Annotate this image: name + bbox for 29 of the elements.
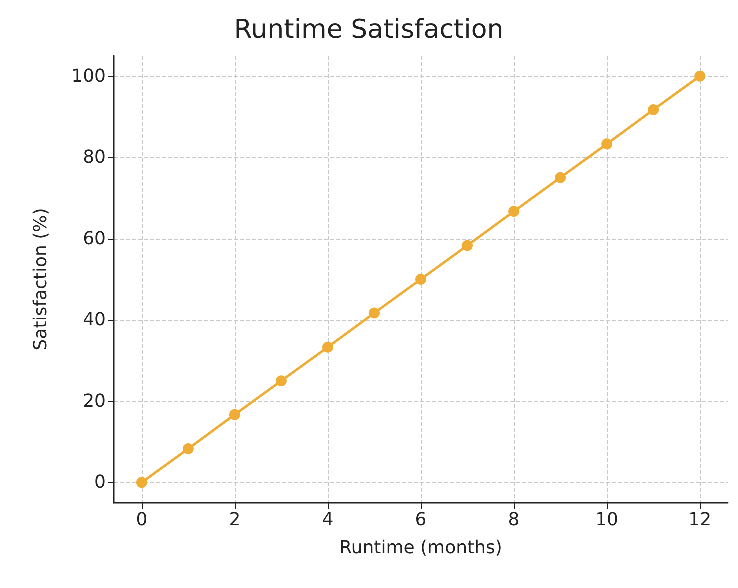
x-tick-label: 12 <box>688 510 712 530</box>
y-tick-label: 80 <box>83 147 106 168</box>
point <box>368 308 380 319</box>
y-tick-label: 100 <box>72 66 106 87</box>
point <box>322 342 334 353</box>
point <box>648 104 660 116</box>
point <box>416 274 426 285</box>
point <box>276 376 287 387</box>
point <box>694 70 706 82</box>
point <box>555 172 566 184</box>
point <box>602 138 613 150</box>
chart-title: Runtime Satisfaction <box>234 15 504 45</box>
x-tick-label: 10 <box>596 510 619 530</box>
y-axis-title: Satisfaction (%) <box>30 208 52 351</box>
x-axis-title: Runtime (months) <box>340 538 502 558</box>
point <box>182 443 194 454</box>
point <box>462 240 474 252</box>
x-tick-label: 2 <box>229 510 241 530</box>
y-tick-label: 0 <box>94 472 106 494</box>
y-tick-label: 40 <box>83 310 106 331</box>
x-tick-label: 4 <box>322 510 334 530</box>
point <box>508 206 520 218</box>
y-tick-label: 20 <box>83 390 106 412</box>
x-tick-label: 6 <box>415 510 427 530</box>
x-tick-label: 0 <box>136 510 148 530</box>
x-tick-label: 8 <box>508 510 520 530</box>
y-tick-label: 60 <box>83 228 106 250</box>
point <box>136 477 148 488</box>
point <box>229 409 240 420</box>
